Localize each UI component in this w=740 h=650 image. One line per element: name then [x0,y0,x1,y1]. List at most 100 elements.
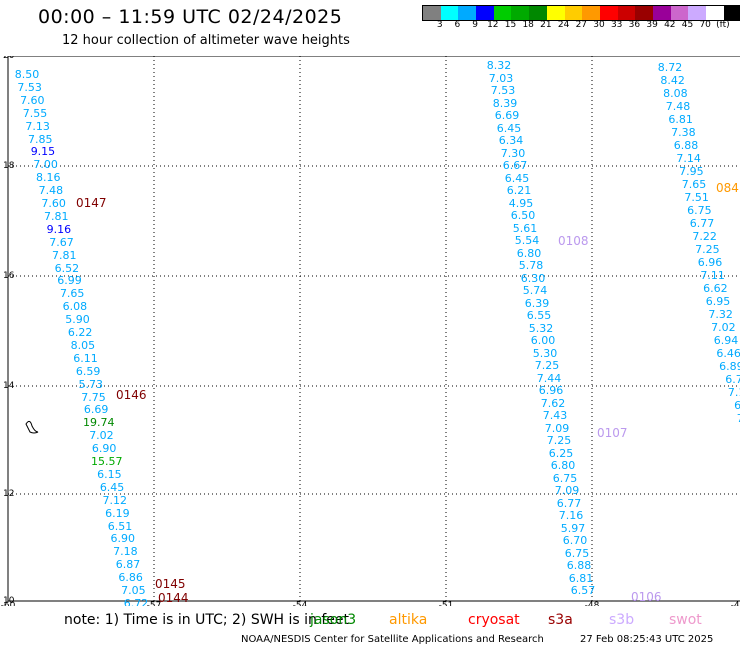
wave-height-value: 7.65 [59,287,85,301]
wave-height-value: 7.55 [22,106,48,120]
wave-height-value: 5.30 [532,346,558,360]
wave-height-value: 6.69 [83,403,109,417]
wave-height-value: 6.25 [548,446,574,460]
wave-height-value: 7.67 [49,235,74,249]
color-swatch [440,6,459,20]
wave-height-value: 6.00 [530,334,556,347]
color-swatch [652,6,671,20]
wave-height-value: 7.13 [25,119,50,133]
wave-height-value: 6.88 [673,139,699,152]
color-scale-label: 27 [575,20,588,30]
map-graticule [7,56,740,602]
wave-height-value: 6.95 [705,295,731,308]
wave-height-value: 7. [737,412,740,425]
color-scale-label: 18 [522,20,534,30]
legend-item-s3b: s3b [609,612,635,628]
wave-height-value: 6.57 [570,584,596,597]
color-scale-label: 30 [593,20,605,30]
wave-height-value: 6.90 [110,532,135,546]
wave-height-value: 6.96 [538,384,564,397]
wave-height-value: 6.90 [91,442,117,456]
wave-height-value: 7.02 [711,321,736,334]
satellite-pass-label: 0146 [116,388,147,402]
satellite-pass-label: 084 [716,181,739,195]
wave-height-value: 6.11 [73,351,98,365]
color-scale-label: 70 [699,20,711,30]
color-swatch [476,6,494,20]
wave-height-value: 6.7 [725,373,740,386]
wave-height-value: 6.86 [118,571,143,585]
wave-height-value: 5.78 [518,259,544,272]
satellite-pass-label: 0107 [597,426,628,440]
color-swatch [511,6,530,20]
page-title: 00:00 – 11:59 UTC 02/24/2025 [38,6,343,28]
longitude-label: -45 [730,601,740,606]
wave-height-value: 7.48 [38,184,64,198]
latitude-label: 14 [3,381,15,391]
wave-height-value: 6.22 [67,326,93,339]
wave-height-value: 7.25 [534,359,560,372]
wave-height-value: 7.43 [542,409,568,422]
wave-height-value: 8.05 [70,338,96,352]
wave-height-value: 6.21 [506,184,532,197]
page-subtitle: 12 hour collection of altimeter wave hei… [62,33,350,48]
wave-height-map: 201816141210-60-57-54-51-48-458.507.537.… [0,56,740,606]
wave-height-value: 6.70 [562,534,588,547]
latitude-label: 20 [3,56,15,61]
wave-height-value: 5.74 [522,284,548,297]
color-swatch [529,6,547,20]
satellite-pass-label: 0144 [158,591,189,605]
color-swatch [458,6,477,20]
wave-height-value: 6.67 [502,159,528,172]
satellite-pass-label: 0147 [76,196,107,210]
map-frame [7,56,740,602]
wave-height-value: 6.30 [520,271,546,285]
wave-height-value: 6.46 [716,347,740,360]
footnote-text: note: 1) Time is in UTC; 2) SWH is in fe… [64,612,350,628]
wave-height-value: 6.69 [494,109,520,122]
wave-height-value: 6.08 [62,300,88,314]
wave-height-value: 7.81 [51,248,77,262]
wave-height-value: 5.54 [514,234,540,247]
wave-height-value: 6.51 [107,519,133,533]
wave-height-value: 15.57 [91,455,123,468]
longitude-label: -57 [146,601,162,606]
color-scale-label: 39 [646,20,658,30]
wave-height-value: 7.25 [546,434,572,447]
wave-height-value: 8.08 [663,87,688,100]
longitude-label: -54 [292,601,308,606]
wave-height-value: 7.48 [665,100,691,113]
island-outline [25,420,39,434]
color-swatch [706,6,724,20]
wave-height-value: 6.45 [99,480,125,494]
wave-height-value: 6.81 [668,113,693,126]
wave-height-value: 5.73 [78,377,104,391]
wave-height-value: 4.95 [508,196,534,210]
color-scale-label: 6 [454,20,461,30]
wave-height-value: 7.09 [544,421,570,435]
wave-height-value: 7.95 [679,165,704,178]
wave-height-value: 7.38 [671,126,696,139]
wave-height-value: 6.88 [566,559,592,572]
wave-height-value: 7.81 [43,209,69,223]
latitude-label: 10 [3,596,15,606]
color-swatch [635,6,653,20]
wave-height-value: 7.1 [727,386,740,399]
wave-height-value: 8.32 [486,59,512,72]
wave-height-value: 6.55 [526,309,552,322]
wave-height-value: 7.05 [121,584,146,597]
wave-height-value: 7.22 [692,230,717,243]
wave-height-value: 7.53 [490,84,516,97]
legend-item-s3a: s3a [548,612,573,628]
wave-height-value: 6.72 [123,596,149,606]
color-scale-label: (ft) [716,20,730,30]
wave-height-value: 6.62 [703,282,728,295]
wave-height-value: 8.42 [660,74,685,87]
legend-item-jason3: jason3 [310,612,357,628]
wave-height-value: 6. [734,399,740,412]
wave-height-value: 7.00 [33,158,58,172]
wave-height-value: 7.03 [488,71,514,85]
wave-height-value: 7.60 [41,197,66,210]
wave-height-value: 6.77 [556,496,582,510]
longitude-label: -51 [438,601,454,606]
